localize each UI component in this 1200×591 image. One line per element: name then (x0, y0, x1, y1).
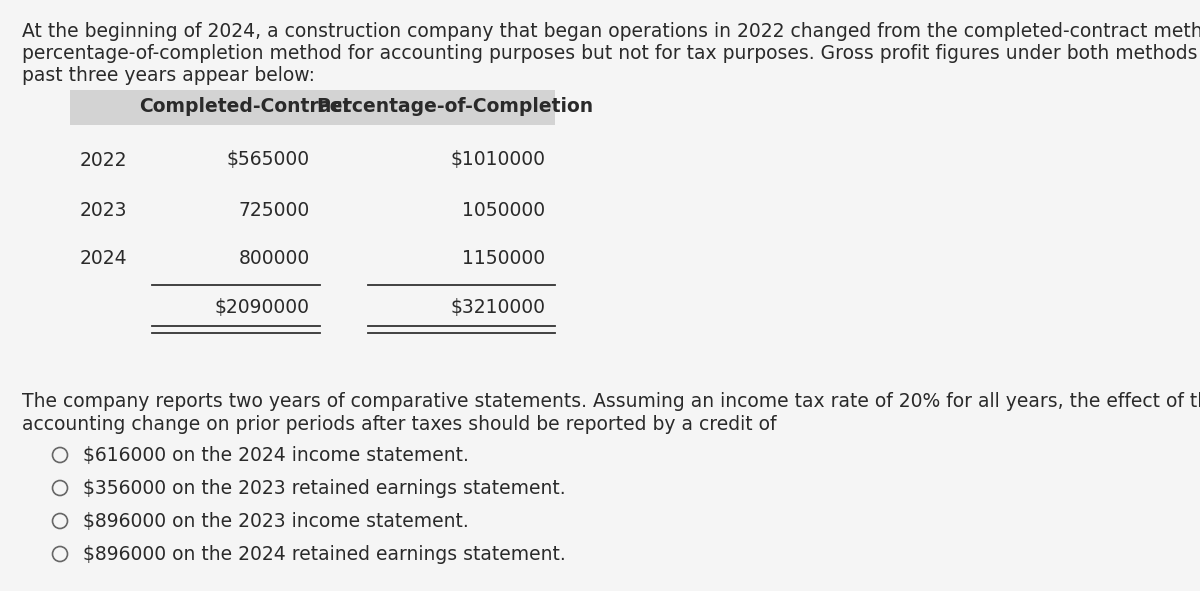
Text: $565000: $565000 (227, 151, 310, 170)
Text: past three years appear below:: past three years appear below: (22, 66, 314, 85)
Text: 1150000: 1150000 (462, 248, 545, 268)
Text: $896000 on the 2024 retained earnings statement.: $896000 on the 2024 retained earnings st… (83, 544, 565, 563)
Text: 800000: 800000 (239, 248, 310, 268)
Text: $2090000: $2090000 (215, 298, 310, 317)
Text: $896000 on the 2023 income statement.: $896000 on the 2023 income statement. (83, 511, 469, 531)
Text: At the beginning of 2024, a construction company that began operations in 2022 c: At the beginning of 2024, a construction… (22, 22, 1200, 41)
Text: 2024: 2024 (80, 248, 127, 268)
Text: Completed-Contract: Completed-Contract (139, 98, 352, 116)
Bar (70, 90, 554, 125)
Text: percentage-of-completion method for accounting purposes but not for tax purposes: percentage-of-completion method for acco… (22, 44, 1200, 63)
Text: Percentage-of-Completion: Percentage-of-Completion (317, 98, 594, 116)
Text: 2022: 2022 (80, 151, 127, 170)
Text: The company reports two years of comparative statements. Assuming an income tax : The company reports two years of compara… (22, 392, 1200, 411)
Text: 725000: 725000 (239, 200, 310, 219)
Text: $616000 on the 2024 income statement.: $616000 on the 2024 income statement. (83, 446, 469, 465)
Text: $3210000: $3210000 (450, 298, 545, 317)
Text: $356000 on the 2023 retained earnings statement.: $356000 on the 2023 retained earnings st… (83, 479, 565, 498)
Text: $1010000: $1010000 (450, 151, 545, 170)
Text: 2023: 2023 (80, 200, 127, 219)
Text: 1050000: 1050000 (462, 200, 545, 219)
Text: accounting change on prior periods after taxes should be reported by a credit of: accounting change on prior periods after… (22, 415, 776, 434)
